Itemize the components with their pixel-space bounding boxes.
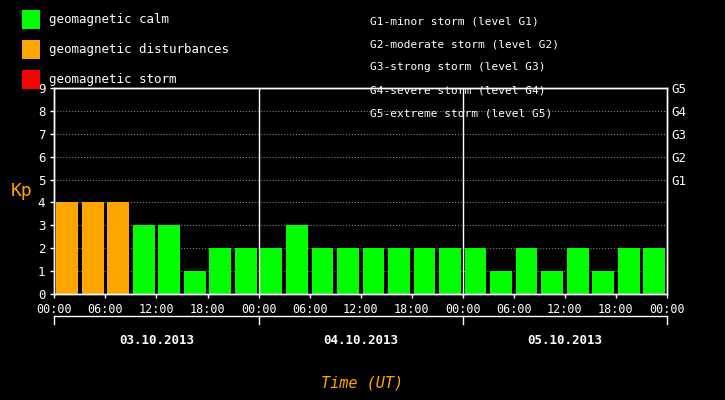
- Bar: [184, 271, 206, 294]
- Text: geomagnetic disturbances: geomagnetic disturbances: [49, 43, 228, 56]
- Bar: [515, 248, 537, 294]
- Bar: [82, 202, 104, 294]
- Text: geomagnetic calm: geomagnetic calm: [49, 13, 169, 26]
- Bar: [542, 271, 563, 294]
- Text: 03.10.2013: 03.10.2013: [119, 334, 194, 347]
- Text: G4-severe storm (level G4): G4-severe storm (level G4): [370, 86, 545, 96]
- Bar: [414, 248, 435, 294]
- Text: Time (UT): Time (UT): [321, 375, 404, 390]
- Bar: [592, 271, 614, 294]
- Bar: [260, 248, 282, 294]
- Text: G5-extreme storm (level G5): G5-extreme storm (level G5): [370, 109, 552, 119]
- Bar: [286, 225, 307, 294]
- Bar: [643, 248, 665, 294]
- Bar: [439, 248, 461, 294]
- Bar: [158, 225, 180, 294]
- Text: 05.10.2013: 05.10.2013: [527, 334, 602, 347]
- Bar: [567, 248, 589, 294]
- Text: G3-strong storm (level G3): G3-strong storm (level G3): [370, 62, 545, 72]
- Bar: [618, 248, 639, 294]
- Bar: [107, 202, 129, 294]
- Text: Kp: Kp: [11, 182, 33, 200]
- Bar: [490, 271, 512, 294]
- Bar: [362, 248, 384, 294]
- Text: 04.10.2013: 04.10.2013: [323, 334, 398, 347]
- Text: G2-moderate storm (level G2): G2-moderate storm (level G2): [370, 39, 559, 49]
- Bar: [388, 248, 410, 294]
- Bar: [337, 248, 359, 294]
- Bar: [57, 202, 78, 294]
- Bar: [133, 225, 154, 294]
- Text: geomagnetic storm: geomagnetic storm: [49, 73, 176, 86]
- Bar: [312, 248, 334, 294]
- Bar: [465, 248, 486, 294]
- Bar: [235, 248, 257, 294]
- Bar: [210, 248, 231, 294]
- Text: G1-minor storm (level G1): G1-minor storm (level G1): [370, 16, 539, 26]
